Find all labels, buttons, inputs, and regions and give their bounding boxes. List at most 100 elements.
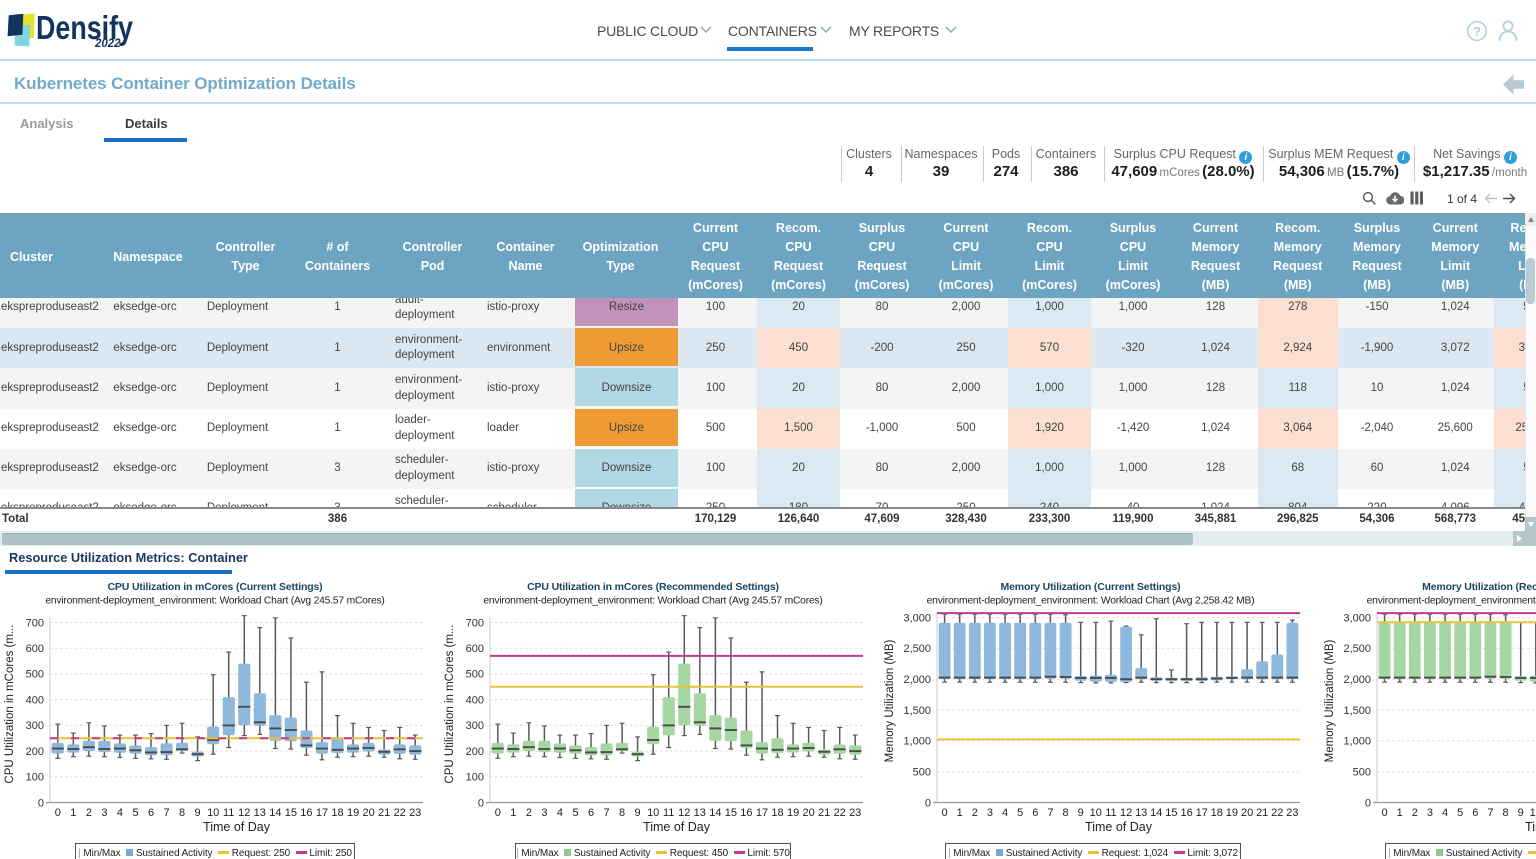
svg-text:environment-deployment_environ: environment-deployment_environment: Work… — [1367, 596, 1536, 607]
svg-text:13: 13 — [1135, 807, 1147, 819]
svg-text:11: 11 — [1105, 807, 1116, 819]
svg-text:Memory Utilization (MB): Memory Utilization (MB) — [884, 639, 896, 762]
svg-text:5: 5 — [132, 807, 138, 819]
svg-text:200: 200 — [26, 746, 44, 758]
svg-text:19: 19 — [347, 807, 359, 819]
svg-text:8: 8 — [1503, 807, 1509, 819]
svg-text:2,000: 2,000 — [903, 674, 931, 686]
svg-text:20: 20 — [362, 807, 374, 819]
svg-text:100: 100 — [466, 772, 484, 784]
svg-text:500: 500 — [913, 767, 931, 779]
svg-text:600: 600 — [26, 643, 44, 655]
svg-text:8: 8 — [1063, 807, 1069, 819]
svg-text:CPU Utilization in mCores (Cur: CPU Utilization in mCores (Current Setti… — [107, 581, 322, 593]
svg-text:0: 0 — [495, 807, 501, 819]
svg-text:2: 2 — [1412, 807, 1418, 819]
svg-text:1: 1 — [1397, 807, 1403, 819]
svg-text:18: 18 — [1211, 807, 1223, 819]
svg-text:0: 0 — [925, 797, 931, 809]
svg-text:2: 2 — [86, 807, 92, 819]
svg-text:300: 300 — [26, 720, 44, 732]
svg-text:6: 6 — [1472, 807, 1478, 819]
svg-text:0: 0 — [1382, 807, 1388, 819]
svg-text:3: 3 — [987, 807, 993, 819]
svg-text:17: 17 — [316, 807, 328, 819]
svg-text:22: 22 — [1271, 807, 1283, 819]
svg-text:0: 0 — [1365, 797, 1371, 809]
svg-text:2: 2 — [526, 807, 532, 819]
svg-text:6: 6 — [588, 807, 594, 819]
svg-text:0: 0 — [55, 807, 61, 819]
svg-text:1,000: 1,000 — [903, 736, 931, 748]
svg-text:Time of Day: Time of Day — [1085, 820, 1153, 834]
svg-text:3,000: 3,000 — [1343, 612, 1371, 624]
svg-text:500: 500 — [26, 669, 44, 681]
svg-text:2022: 2022 — [94, 38, 121, 50]
svg-text:500: 500 — [466, 669, 484, 681]
svg-text:18: 18 — [771, 807, 783, 819]
svg-text:15: 15 — [1165, 807, 1177, 819]
svg-text:environment-deployment_environ: environment-deployment_environment: Work… — [927, 596, 1255, 607]
svg-text:300: 300 — [466, 720, 484, 732]
svg-text:22: 22 — [394, 807, 406, 819]
svg-text:8: 8 — [179, 807, 185, 819]
svg-text:12: 12 — [1120, 807, 1132, 819]
svg-text:15: 15 — [285, 807, 297, 819]
svg-text:CPU Utilization in mCores (Rec: CPU Utilization in mCores (Recommended S… — [527, 581, 779, 593]
svg-text:2,000: 2,000 — [1343, 674, 1371, 686]
svg-text:10: 10 — [647, 807, 659, 819]
svg-text:3: 3 — [541, 807, 547, 819]
svg-text:100: 100 — [26, 772, 44, 784]
svg-text:3,000: 3,000 — [903, 612, 931, 624]
svg-text:4: 4 — [1002, 807, 1008, 819]
svg-text:Densify: Densify — [36, 9, 134, 46]
svg-text:4: 4 — [557, 807, 563, 819]
svg-text:14: 14 — [269, 807, 281, 819]
svg-text:23: 23 — [849, 807, 861, 819]
svg-text:7: 7 — [164, 807, 170, 819]
svg-text:14: 14 — [709, 807, 721, 819]
svg-text:19: 19 — [787, 807, 799, 819]
svg-text:CPU Utilization in mCores (m..: CPU Utilization in mCores (m... — [4, 624, 16, 783]
svg-text:9: 9 — [1518, 807, 1524, 819]
svg-text:Time of Day: Time of Day — [643, 820, 711, 834]
svg-text:5: 5 — [1017, 807, 1023, 819]
svg-text:1: 1 — [510, 807, 516, 819]
svg-text:1: 1 — [957, 807, 963, 819]
svg-text:13: 13 — [254, 807, 266, 819]
svg-text:0: 0 — [478, 797, 484, 809]
svg-text:8: 8 — [619, 807, 625, 819]
svg-text:9: 9 — [1078, 807, 1084, 819]
svg-text:Memory Utilization (Recommende: Memory Utilization (Recommended Settings… — [1422, 581, 1536, 593]
svg-text:0: 0 — [38, 797, 44, 809]
svg-text:environment-deployment_environ: environment-deployment_environment: Work… — [45, 596, 384, 607]
svg-text:21: 21 — [818, 807, 830, 819]
svg-text:21: 21 — [1256, 807, 1268, 819]
svg-text:Memory Utilization (MB): Memory Utilization (MB) — [1324, 639, 1336, 762]
svg-text:16: 16 — [300, 807, 312, 819]
svg-text:3: 3 — [101, 807, 107, 819]
svg-text:10: 10 — [1530, 807, 1536, 819]
svg-text:Time of Day: Time of Day — [1525, 820, 1536, 834]
svg-text:Time of Day: Time of Day — [203, 820, 271, 834]
svg-text:1,500: 1,500 — [903, 705, 931, 717]
svg-text:7: 7 — [604, 807, 610, 819]
svg-text:CPU Utilization in mCores (m..: CPU Utilization in mCores (m... — [444, 624, 456, 783]
svg-text:23: 23 — [1286, 807, 1298, 819]
svg-text:7: 7 — [1047, 807, 1053, 819]
svg-text:Memory Utilization (Current Se: Memory Utilization (Current Settings) — [1001, 581, 1181, 593]
svg-text:21: 21 — [378, 807, 390, 819]
svg-text:1: 1 — [70, 807, 76, 819]
svg-text:6: 6 — [148, 807, 154, 819]
svg-text:18: 18 — [331, 807, 343, 819]
svg-text:9: 9 — [635, 807, 641, 819]
svg-text:400: 400 — [466, 694, 484, 706]
svg-text:12: 12 — [678, 807, 690, 819]
svg-text:23: 23 — [409, 807, 421, 819]
svg-text:20: 20 — [1241, 807, 1253, 819]
svg-text:700: 700 — [26, 617, 44, 629]
svg-text:400: 400 — [26, 694, 44, 706]
svg-text:4: 4 — [117, 807, 123, 819]
svg-text:environment-deployment_environ: environment-deployment_environment: Work… — [483, 596, 822, 607]
svg-text:5: 5 — [572, 807, 578, 819]
